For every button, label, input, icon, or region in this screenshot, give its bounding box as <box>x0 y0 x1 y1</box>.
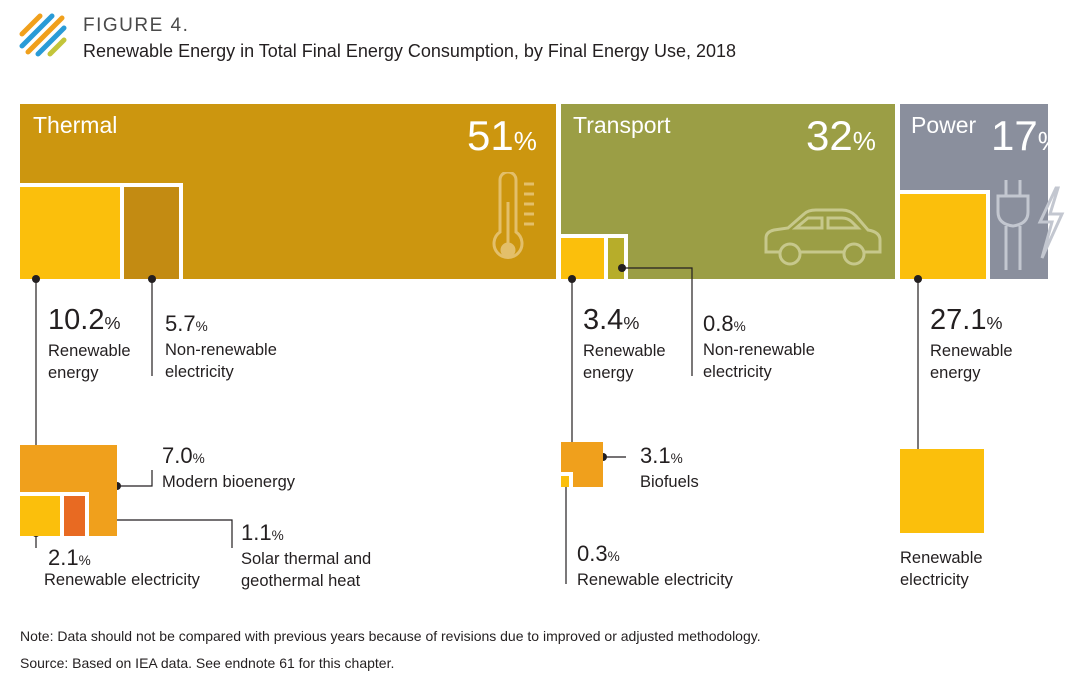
transport-renewable-stat: 3.4% Renewable energy <box>583 306 666 384</box>
transport-share-value: 32 <box>806 112 853 159</box>
stat-value: 1.1% <box>241 522 371 544</box>
thermal-share-sign: % <box>513 126 537 156</box>
stat-label: Biofuels <box>640 473 699 491</box>
stat-value: 2.1% <box>48 547 200 569</box>
thermal-renewable-box <box>20 183 124 279</box>
stat-value: 7.0% <box>162 445 295 467</box>
stat-value: 0.3% <box>577 543 733 565</box>
stat-value: 10.2% <box>48 306 131 335</box>
power-renewable-stat: 27.1% Renewable energy <box>930 306 1013 384</box>
stat-label: Renewable <box>930 342 1013 360</box>
pct-sign: % <box>78 553 91 568</box>
stat-label: Renewable <box>48 342 131 360</box>
value-text: 10.2 <box>48 304 105 336</box>
transport-biofuels-stat: 3.1% Biofuels <box>640 445 699 493</box>
source-text: Source: Based on IEA data. See endnote 6… <box>20 655 395 671</box>
figure-label: FIGURE 4. <box>83 15 190 36</box>
stat-value: 3.4% <box>583 306 666 335</box>
value-text: 7.0 <box>162 443 193 468</box>
stat-value: 0.8% <box>703 313 815 335</box>
pct-sign: % <box>192 451 205 466</box>
value-text: 2.1 <box>48 545 79 570</box>
thermal-solar-box <box>64 492 89 536</box>
stat-label: Non-renewable <box>165 341 277 359</box>
stat-label: electricity <box>703 363 772 381</box>
thermal-nonrenewable-box <box>124 183 183 279</box>
stat-label: electricity <box>900 571 969 589</box>
transport-share: 32% <box>806 112 876 160</box>
pct-sign: % <box>986 313 1003 333</box>
stat-label: energy <box>583 364 634 382</box>
value-text: 3.1 <box>640 443 671 468</box>
note-text: Note: Data should not be compared with p… <box>20 628 761 644</box>
power-renewable-electricity-stat: Renewable electricity <box>900 547 983 591</box>
thermal-name: Thermal <box>33 112 118 138</box>
transport-share-sign: % <box>852 126 876 156</box>
thermal-nonrenewable-stat: 5.7% Non-renewable electricity <box>165 313 277 383</box>
thermal-share: 51% <box>467 112 537 160</box>
thermal-renewable-electricity-box <box>20 492 64 536</box>
pct-sign: % <box>195 319 208 334</box>
transport-renewable-electricity-box <box>561 472 573 487</box>
value-text: 0.3 <box>577 541 608 566</box>
transport-renewable-box <box>561 234 608 279</box>
value-text: 0.8 <box>703 311 734 336</box>
stat-label: Renewable electricity <box>44 571 200 589</box>
thermal-renewable-electricity-stat: 2.1% Renewable electricity <box>44 547 200 591</box>
value-text: 1.1 <box>241 520 272 545</box>
pct-sign: % <box>607 549 620 564</box>
value-text: 3.4 <box>583 304 624 336</box>
car-icon <box>764 208 882 266</box>
figure-title: Renewable Energy in Total Final Energy C… <box>83 41 737 61</box>
thermal-share-value: 51 <box>467 112 514 159</box>
pct-sign: % <box>104 313 121 333</box>
power-share: 17% <box>991 112 1061 160</box>
stat-label: Solar thermal and <box>241 550 372 568</box>
thermal-bioenergy-stat: 7.0% Modern bioenergy <box>162 445 295 493</box>
transport-renewable-electricity-stat: 0.3% Renewable electricity <box>577 543 733 591</box>
stat-label: energy <box>48 364 99 382</box>
stat-label: Renewable electricity <box>577 571 733 589</box>
stat-label: Renewable <box>900 549 983 567</box>
stat-value: 3.1% <box>640 445 699 467</box>
transport-name: Transport <box>573 112 671 138</box>
stat-label: electricity <box>165 363 234 381</box>
stat-label: Modern bioenergy <box>162 473 295 491</box>
value-text: 27.1 <box>930 304 987 336</box>
thermal-solar-stat: 1.1% Solar thermal and geothermal heat <box>241 522 371 592</box>
transport-nonrenewable-stat: 0.8% Non-renewable electricity <box>703 313 815 383</box>
thermal-renewable-stat: 10.2% Renewable energy <box>48 306 131 384</box>
pct-sign: % <box>271 528 284 543</box>
power-renewable-electricity-box <box>900 449 984 533</box>
stat-value: 5.7% <box>165 313 277 335</box>
power-renewable-box <box>900 190 990 279</box>
stat-label: Non-renewable <box>703 341 815 359</box>
power-share-sign: % <box>1037 126 1061 156</box>
pct-sign: % <box>623 313 640 333</box>
stat-label: geothermal heat <box>241 572 361 590</box>
value-text: 5.7 <box>165 311 196 336</box>
pct-sign: % <box>670 451 683 466</box>
stat-value: 27.1% <box>930 306 1013 335</box>
stat-label: energy <box>930 364 981 382</box>
stat-label: Renewable <box>583 342 666 360</box>
logo-mark <box>19 13 67 57</box>
power-share-value: 17 <box>991 112 1038 159</box>
pct-sign: % <box>733 319 746 334</box>
thermometer-icon <box>492 172 534 259</box>
power-name: Power <box>911 112 977 138</box>
plug-lightning-icon <box>996 180 1065 270</box>
